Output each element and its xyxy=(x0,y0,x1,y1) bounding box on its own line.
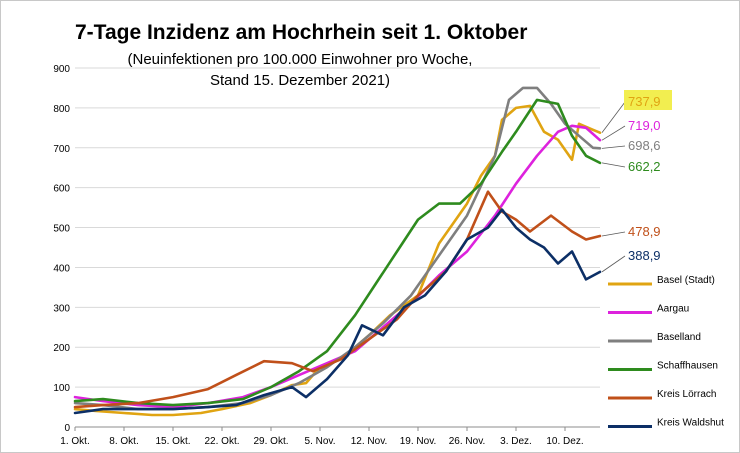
x-tick-label: 22. Okt. xyxy=(204,436,239,447)
chart-subtitle-line-1: (Neuinfektionen pro 100.000 Einwohner pr… xyxy=(127,51,473,68)
end-value-label: 737,9 xyxy=(628,94,661,109)
x-tick-label: 15. Okt. xyxy=(155,436,190,447)
leader-line xyxy=(601,255,626,273)
y-tick-label: 400 xyxy=(53,263,70,274)
legend-label: Schaffhausen xyxy=(657,361,718,372)
x-tick-label: 12. Nov. xyxy=(351,436,388,447)
x-tick-label: 19. Nov. xyxy=(400,436,437,447)
x-tick-label: 8. Okt. xyxy=(109,436,138,447)
y-tick-label: 100 xyxy=(53,383,70,394)
end-label-highlight xyxy=(624,90,672,110)
end-value-label: 698,6 xyxy=(628,138,661,153)
series-line xyxy=(73,104,602,417)
legend-label: Baselland xyxy=(657,332,701,343)
chart-title: 7-Tage Inzidenz am Hochrhein seit 1. Okt… xyxy=(75,21,528,44)
series-line xyxy=(73,190,602,409)
x-axis-ticks: 1. Okt. 8. Okt. 15. Okt. 22. Okt. 29. Okt. 5.… xyxy=(60,427,584,447)
legend-label: Aargau xyxy=(657,304,689,315)
y-tick-label: 600 xyxy=(53,184,70,195)
leader-line xyxy=(601,145,626,149)
y-axis-ticks: 0 100 200 300 400 500 600 700 800 900 xyxy=(53,64,70,434)
x-tick-label: 5. Nov. xyxy=(305,436,336,447)
y-tick-label: 900 xyxy=(53,64,70,75)
x-tick-label: 3. Dez. xyxy=(500,436,532,447)
series-line xyxy=(73,124,602,409)
y-tick-label: 200 xyxy=(53,343,70,354)
leader-line xyxy=(601,125,626,141)
y-tick-label: 300 xyxy=(53,303,70,314)
leader-line xyxy=(601,101,626,133)
legend: Basel (Stadt) Aargau Baselland Schaffhausen… xyxy=(608,275,724,429)
series-lines xyxy=(73,86,602,417)
y-tick-label: 700 xyxy=(53,144,70,155)
end-value-label: 388,9 xyxy=(628,248,661,263)
y-tick-label: 500 xyxy=(53,224,70,235)
series-line xyxy=(73,98,602,407)
legend-label: Kreis Lörrach xyxy=(657,389,716,400)
x-tick-label: 10. Dez. xyxy=(546,436,583,447)
x-tick-label: 26. Nov. xyxy=(449,436,486,447)
end-value-label: 662,2 xyxy=(628,159,661,174)
leader-line xyxy=(601,162,626,168)
chart-subtitle-line-2: Stand 15. Dezember 2021) xyxy=(209,72,391,89)
leader-line xyxy=(601,231,626,237)
end-value-label: 478,9 xyxy=(628,224,661,239)
y-tick-label: 0 xyxy=(64,423,70,434)
legend-label: Basel (Stadt) xyxy=(657,275,715,286)
x-tick-label: 29. Okt. xyxy=(253,436,288,447)
legend-label: Kreis Waldshut xyxy=(657,418,724,429)
series-end-labels: 737,9 719,0 698,6 662,2 478,9 388,9 xyxy=(601,90,672,273)
x-tick-label: 1. Okt. xyxy=(60,436,89,447)
end-value-label: 719,0 xyxy=(628,118,661,133)
y-tick-label: 800 xyxy=(53,104,70,115)
series-line xyxy=(73,208,602,415)
